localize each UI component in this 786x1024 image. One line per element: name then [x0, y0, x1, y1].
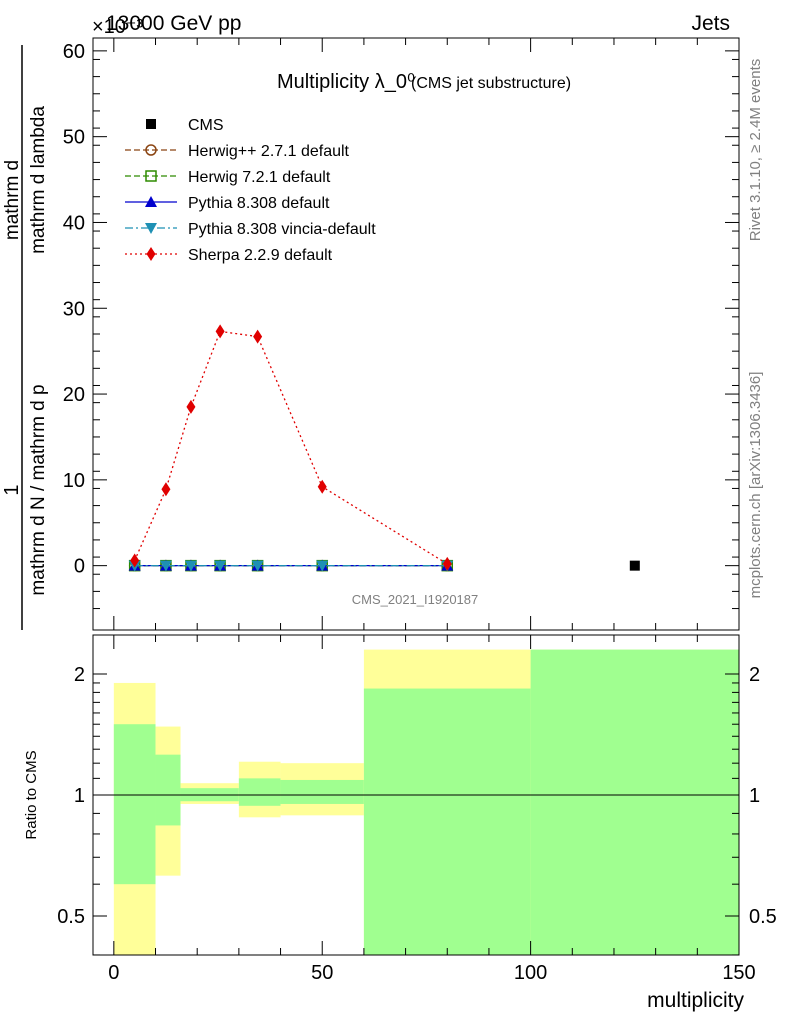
x-tick-label: 150 [722, 962, 755, 984]
main-x-ticks [113, 38, 740, 630]
legend-marker [146, 247, 156, 261]
data-point [161, 482, 171, 497]
ratio-inner-band [155, 754, 181, 826]
ratio-y-tick-label: 1 [74, 785, 85, 807]
ratio-panel: 0.5 0.5 1 1 2 2 0 50 100 150 Ratio to CMS multip… [23, 634, 777, 1012]
legend-label: Pythia 8.308 vincia-default [188, 221, 376, 238]
legend-label: Herwig++ 2.7.1 default [188, 143, 350, 160]
data-point [317, 479, 327, 494]
main-panel: 0 10 20 30 40 50 60 Multiplicity λ_0⁰ (CMS jet… [63, 37, 740, 631]
legend-entry: Pythia 8.308 vincia-default [125, 221, 376, 238]
ratio-y-tick-label-right: 2 [749, 664, 760, 686]
data-point [442, 556, 452, 571]
y-tick-label: 40 [63, 212, 85, 234]
legend-entry: Herwig 7.2.1 default [125, 169, 331, 186]
ylabel-top: mathrm d [2, 160, 23, 240]
y-tick-label: 60 [63, 41, 85, 63]
ratio-y-tick-label-right: 1 [749, 785, 760, 807]
ratio-ylabel: Ratio to CMS [23, 750, 40, 839]
process-label: Jets [691, 12, 730, 35]
data-point [215, 324, 225, 339]
y-tick-label: 10 [63, 470, 85, 492]
ratio-inner-band [238, 778, 281, 806]
legend-entry: Pythia 8.308 default [125, 195, 330, 212]
legend-marker [146, 119, 156, 129]
ratio-y-tick-label-right: 0.5 [749, 906, 777, 928]
ratio-y-axis: 0.5 0.5 1 1 2 2 [57, 664, 777, 956]
ylabel-denominator: mathrm d N / mathrm d p [28, 384, 49, 595]
main-y-label: 1 mathrm d N / mathrm d p mathrm d lambd… [1, 45, 49, 630]
ratio-y-tick-label: 2 [74, 664, 85, 686]
ratio-inner-band [530, 649, 739, 955]
legend-entry: Sherpa 2.2.9 default [125, 247, 333, 264]
legend-label: Herwig 7.2.1 default [188, 169, 331, 186]
ratio-x-axis: 0 50 100 150 [108, 635, 756, 984]
legend-entry: CMS [146, 117, 224, 134]
data-point [251, 560, 264, 572]
series-line [134, 330, 448, 565]
ratio-y-tick-label: 0.5 [57, 906, 85, 928]
rivet-label: Rivet 3.1.10, ≥ 2.4M events [747, 59, 764, 242]
legend-entry: Herwig++ 2.7.1 default [125, 143, 350, 160]
data-point [184, 560, 197, 572]
legend: CMS Herwig++ 2.7.1 default Herwig 7.2.1 de… [125, 117, 376, 264]
legend-label: Sherpa 2.2.9 default [188, 247, 333, 264]
legend-label: Pythia 8.308 default [188, 195, 330, 212]
ratio-band-layer [113, 649, 739, 955]
main-series-layer [128, 324, 640, 572]
y-tick-label: 20 [63, 384, 85, 406]
ratio-inner-band [280, 779, 364, 804]
data-point [253, 329, 263, 344]
data-point [316, 560, 329, 572]
x-tick-label: 100 [514, 962, 547, 984]
chart-title: Multiplicity λ_0⁰ [277, 71, 415, 93]
data-point [159, 560, 172, 572]
data-point [130, 553, 140, 568]
ratio-inner-band [363, 688, 531, 955]
analysis-watermark: CMS_2021_I1920187 [352, 592, 479, 607]
x-axis-label: multiplicity [647, 989, 744, 1012]
chart-subtitle: (CMS jet substructure) [411, 75, 571, 92]
legend-marker [145, 144, 157, 156]
legend-marker [145, 170, 157, 182]
mcplots-label: mcplots.cern.ch [arXiv:1306.3436] [747, 372, 764, 599]
y-tick-label: 30 [63, 298, 85, 320]
data-point [214, 560, 227, 572]
data-point [629, 560, 640, 571]
x-tick-label: 0 [108, 962, 119, 984]
exponent-label: ×10⁻³ [92, 16, 143, 38]
legend-marker [145, 196, 157, 207]
ylabel-numerator: 1 [1, 484, 23, 495]
y-tick-label: 0 [74, 556, 85, 578]
y-tick-label: 50 [63, 127, 85, 149]
data-point [186, 399, 196, 414]
ylabel-mid: mathrm d lambda [28, 106, 49, 254]
series-5 [130, 324, 452, 571]
main-y-axis: 0 10 20 30 40 50 60 [63, 41, 739, 610]
x-tick-label: 50 [311, 962, 333, 984]
energy-label: 13000 GeV pp [106, 12, 241, 35]
legend-marker [145, 223, 157, 234]
ratio-inner-band [113, 724, 156, 885]
legend-label: CMS [188, 117, 224, 134]
series-0 [629, 560, 640, 571]
